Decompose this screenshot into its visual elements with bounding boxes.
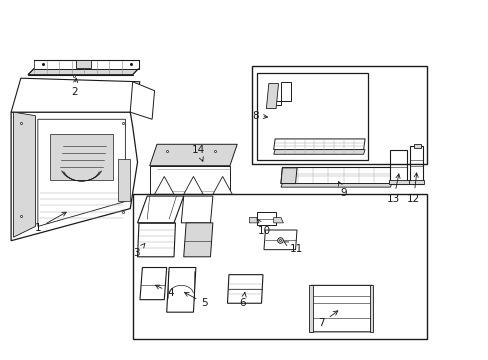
Text: 13: 13 [386, 174, 400, 204]
Polygon shape [11, 112, 137, 241]
Text: 11: 11 [284, 242, 303, 253]
Text: 8: 8 [251, 111, 267, 121]
Polygon shape [50, 134, 113, 180]
Polygon shape [256, 212, 276, 225]
Polygon shape [309, 285, 371, 332]
Polygon shape [227, 275, 263, 303]
Polygon shape [369, 285, 372, 332]
Polygon shape [11, 78, 140, 112]
Text: 12: 12 [406, 173, 420, 203]
Polygon shape [388, 180, 408, 184]
Polygon shape [409, 146, 423, 184]
Polygon shape [264, 230, 296, 249]
Polygon shape [281, 167, 391, 184]
Text: 9: 9 [338, 181, 347, 198]
Polygon shape [34, 60, 138, 69]
Polygon shape [281, 184, 391, 187]
Polygon shape [308, 285, 312, 332]
Bar [132, 194, 426, 339]
Polygon shape [413, 144, 420, 148]
Polygon shape [407, 180, 424, 184]
Polygon shape [154, 176, 174, 194]
Polygon shape [273, 139, 365, 150]
Polygon shape [149, 144, 237, 166]
Polygon shape [140, 267, 166, 300]
Polygon shape [14, 112, 35, 237]
Text: 7: 7 [318, 311, 337, 328]
Polygon shape [249, 217, 259, 223]
Polygon shape [281, 168, 296, 184]
Bar [256, 73, 368, 160]
Polygon shape [38, 119, 125, 226]
Polygon shape [137, 196, 183, 223]
Polygon shape [271, 82, 290, 105]
Text: 4: 4 [155, 285, 174, 297]
Polygon shape [137, 223, 175, 257]
Polygon shape [212, 176, 232, 194]
Polygon shape [181, 196, 212, 223]
Polygon shape [183, 176, 203, 194]
Polygon shape [273, 150, 365, 154]
Polygon shape [183, 223, 212, 257]
Polygon shape [76, 60, 90, 68]
Polygon shape [389, 150, 407, 184]
Text: 5: 5 [184, 292, 207, 308]
Text: 1: 1 [35, 212, 66, 233]
Polygon shape [266, 84, 278, 109]
Polygon shape [118, 158, 130, 202]
Polygon shape [149, 166, 229, 194]
Polygon shape [273, 217, 283, 223]
Text: 6: 6 [239, 292, 246, 308]
Text: 3: 3 [133, 243, 144, 258]
Polygon shape [28, 69, 138, 75]
Text: 10: 10 [257, 219, 270, 236]
Text: 2: 2 [71, 78, 78, 98]
Polygon shape [166, 267, 196, 312]
Polygon shape [130, 82, 154, 119]
Text: 14: 14 [191, 145, 204, 161]
Bar [251, 66, 426, 164]
